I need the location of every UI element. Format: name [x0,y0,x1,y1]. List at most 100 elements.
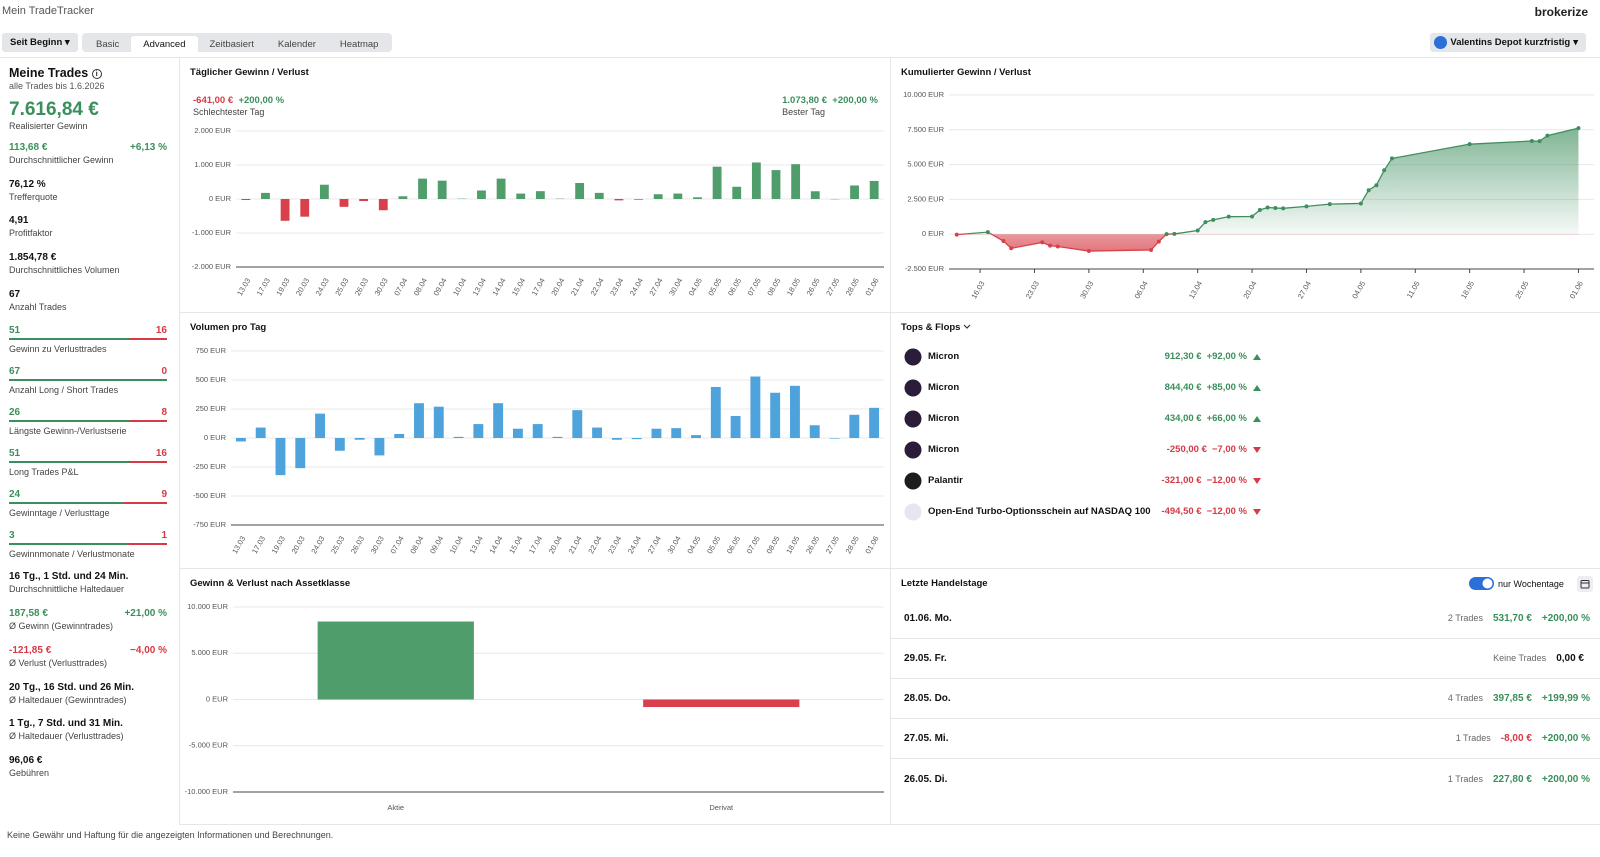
volume-panel: Volumen pro Tag 750 EUR 500 EUR 250 EUR 0 E… [180,313,891,569]
bar [535,191,545,199]
x-tick-label: 30.03 [369,534,386,555]
bar [829,438,840,439]
stat-value: 1 Tg., 7 Std. und 31 Min. [9,718,123,730]
bar [631,438,642,440]
tab[interactable]: Basic [96,39,120,50]
info-icon[interactable]: i [91,69,102,79]
x-tick-label: 23.03 [1024,279,1041,300]
stat: 16 Tg., 1 Std. und 24 Min. Durchschnittli… [9,570,167,607]
stat-row: 51 16 [9,324,167,337]
loss-count: 0 [161,366,167,378]
x-tick-label: 30.03 [1078,279,1095,300]
bar [300,199,310,217]
panel-title: Gewinn & Verlust nach Assetklasse [190,578,351,589]
stat-label: Gewinntage / Verlusttage [9,507,110,518]
stat-label: Trefferquote [9,191,58,202]
bar [433,406,444,438]
x-tick-label: 16.03 [969,279,986,300]
y-tick-label: -2.500 EUR [905,264,945,273]
bar [810,191,820,199]
depot-select[interactable]: Valentins Depot kurzfristig ▾ [1430,33,1586,52]
y-tick-label: 5.000 EUR [191,648,228,657]
tab[interactable]: Kalender [277,39,316,50]
panel-title[interactable]: Tops & Flops [901,322,971,333]
stat-label: Ø Gewinn (Gewinntrades) [9,621,114,632]
y-tick-label: 10.000 EUR [903,90,944,99]
toggle-switch[interactable] [1469,577,1494,590]
stat-value: 1.854,78 € [9,252,57,264]
tab-bar: Basic Advanced Zeitbasiert Kalender Heatmap [82,33,393,53]
depot-label: Valentins Depot kurzfristig [1450,37,1571,48]
x-tick-label: 15.04 [510,276,527,297]
worst-label: Schlechtester Tag [193,107,265,117]
tab[interactable]: Heatmap [339,39,379,50]
bar [575,183,585,199]
calendar-button[interactable] [1577,576,1593,592]
asset-name: Micron [928,413,960,424]
point [1226,214,1231,219]
x-tick-label: 13.03 [235,276,252,297]
asset-name: Micron [928,351,960,362]
win-bar [9,420,130,422]
x-tick-label: Derivat [709,803,734,812]
split-bar [9,338,167,340]
stat-row: 1 Tg., 7 Std. und 31 Min. [9,717,167,730]
divider [0,57,1600,58]
x-tick-label: 27.04 [647,276,664,297]
weekday-toggle[interactable]: nur Wochentage [1469,577,1564,590]
tab[interactable]: Zeitbasiert [209,39,254,50]
total-label: Realisierter Gewinn [9,121,88,131]
bar [634,199,643,200]
day-result: 2 Trades 531,70 € +200,00 % [1448,613,1590,624]
stat: 113,68 € +6,13 % Durchschnittlicher Gewinn [9,141,167,178]
x-tick-label: 21.04 [569,276,586,297]
asset-name: Micron [928,382,960,393]
asset-icon [904,410,922,427]
stat-label: Durchschnittlicher Gewinn [9,155,114,165]
point [1545,133,1550,138]
arrow-up [1253,353,1261,360]
bar [280,199,290,221]
volume-chart: 750 EUR 500 EUR 250 EUR 0 EUR -250 EUR -500 E… [193,346,884,555]
stat-row: 51 16 [9,447,167,460]
x-tick-label: 26.03 [353,276,370,297]
y-tick-label: 250 EUR [196,404,227,413]
day-label: 27.05. Mi. [904,733,949,744]
stat: 24 9 Gewinntage / Verlusttage [9,488,167,529]
x-tick-label: 08.04 [412,276,429,297]
assets-panel: Gewinn & Verlust nach Assetklasse 10.000… [180,569,891,825]
point [1576,126,1581,131]
range-select[interactable]: Seit Beginn ▾ [2,33,78,52]
x-tick-label: 24.04 [628,276,645,297]
bar [334,438,345,451]
loss-count: 16 [155,325,167,337]
tab[interactable]: Advanced [131,36,198,53]
stat-value: 187,58 € [9,608,48,620]
x-tick-label: 30.03 [373,276,390,297]
bar [516,193,526,199]
tops-title: Tops & Flops [901,322,961,333]
bar [809,425,820,438]
x-tick-label: 28.05 [844,534,861,555]
day-value: -8,00 € [1500,733,1532,744]
x-tick-label: 17.04 [527,534,544,555]
stat-label: Durchschnittliche Haltedauer [9,584,125,595]
x-tick-label: 20.03 [290,534,307,555]
stat-value: 20 Tg., 16 Std. und 26 Min. [9,681,135,693]
x-tick-label: 13.04 [468,534,485,555]
loss-bar [123,502,167,504]
x-tick-label: 08.05 [765,276,782,297]
loss-bar [129,420,167,422]
asset-name: Open-End Turbo-Optionsschein auf NASDAQ … [928,506,1151,517]
day-value: 227,80 € [1492,773,1532,785]
arrow-down [1253,477,1261,484]
bar [255,427,266,438]
x-tick-label: 06.05 [726,276,743,297]
win-bar [9,461,130,463]
trade-count: Keine Trades [1493,653,1547,663]
best-pct: +200,00 % [832,95,878,106]
toggle-knob [1482,578,1493,589]
bar [673,193,683,199]
x-tick-label: 18.05 [784,534,801,555]
stat-label: Gewinnmonate / Verlustmonate [9,548,135,559]
